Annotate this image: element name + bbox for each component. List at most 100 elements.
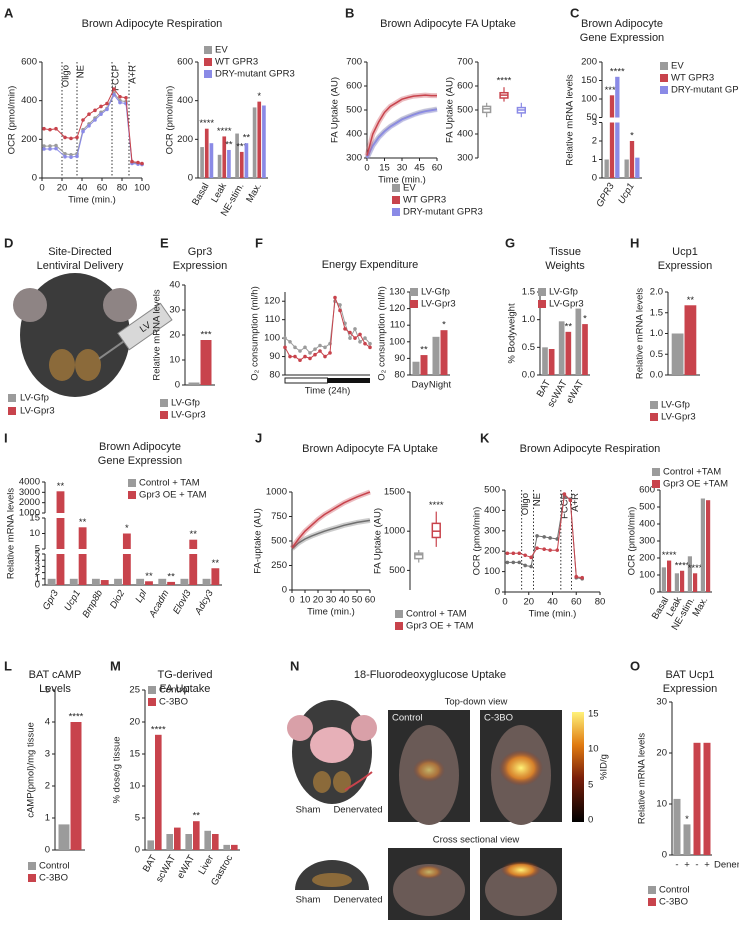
significance: * <box>583 314 587 325</box>
bar <box>687 556 692 592</box>
y-tick-label: 300 <box>346 153 362 164</box>
legend-label: DRY-mutant GPR3 <box>215 69 295 80</box>
legend-swatch <box>395 610 403 618</box>
hotspot <box>501 861 541 879</box>
y-tick-label: 0.0 <box>522 370 535 381</box>
y-tick-label: 200 <box>21 134 37 145</box>
legend-swatch <box>392 184 400 192</box>
bar <box>252 107 257 178</box>
point <box>511 560 516 565</box>
x-tick-label: Max. <box>244 181 264 204</box>
point <box>358 332 362 337</box>
line <box>366 94 437 156</box>
bar <box>548 348 555 375</box>
point <box>283 345 287 350</box>
point <box>548 536 552 540</box>
event-label: FCCP <box>111 65 122 91</box>
significance: ** <box>167 571 175 582</box>
bar <box>222 136 227 178</box>
point <box>348 336 352 340</box>
y-tick-label: 700 <box>457 57 473 68</box>
chart-title: BAT cAMP <box>29 669 82 681</box>
bar <box>239 151 244 178</box>
point <box>363 341 367 346</box>
legend-swatch <box>650 413 658 421</box>
significance: **** <box>662 550 677 561</box>
point <box>353 327 357 331</box>
legend-swatch <box>128 479 136 487</box>
y-tick-label: 2 <box>35 567 40 578</box>
y-tick-label: 700 <box>346 57 362 68</box>
panel-letter: I <box>4 430 8 445</box>
view-label: Cross sectional view <box>433 835 520 846</box>
y-tick-label: 500 <box>457 105 473 116</box>
bar <box>100 580 109 585</box>
x-tick-label: 60 <box>432 163 443 174</box>
y-tick-label: 100 <box>389 336 405 347</box>
bar <box>122 533 131 585</box>
legend-label: LV-Gpr3 <box>549 299 584 310</box>
y-tick-label: 500 <box>639 502 655 513</box>
x-tick-label: + <box>704 860 710 871</box>
point <box>298 358 302 363</box>
chart-title: Brown Adipocyte Respiration <box>82 18 223 30</box>
bar <box>432 336 440 375</box>
y-axis-label: Relative mRNA levels <box>565 74 576 166</box>
legend-swatch <box>204 46 212 54</box>
line <box>284 300 371 354</box>
y-tick-label: 25 <box>129 685 140 696</box>
legend-label: DRY-mutant GPR3 <box>403 207 483 218</box>
chart-title: Gene Expression <box>580 32 664 44</box>
significance: * <box>630 131 634 142</box>
legend-swatch <box>648 886 656 894</box>
point <box>75 154 79 159</box>
bar <box>211 568 220 585</box>
bar <box>575 308 582 375</box>
bar <box>158 578 167 585</box>
y-tick-label: 600 <box>177 57 193 68</box>
point <box>105 101 109 106</box>
bar <box>167 581 176 585</box>
body <box>485 864 557 916</box>
significance: **** <box>151 724 166 735</box>
point <box>511 551 516 556</box>
legend-swatch <box>28 874 36 882</box>
bar <box>166 834 173 850</box>
colorbar-tick: 10 <box>588 744 599 755</box>
y-tick-label: 250 <box>271 560 287 571</box>
bar <box>136 578 145 585</box>
y-tick-label: 3 <box>35 561 40 572</box>
significance: *** <box>200 330 211 341</box>
y-tick-label: 2.0 <box>650 287 663 298</box>
diagram-title: 18-Fluorodeoxyglucose Uptake <box>354 669 506 681</box>
y-tick-label: 400 <box>639 519 655 530</box>
legend-label: WT GPR3 <box>215 57 258 68</box>
point <box>140 161 144 166</box>
point <box>338 308 342 313</box>
y-tick-label: 2000 <box>19 497 40 508</box>
colorbar <box>572 712 584 822</box>
bar <box>693 742 701 855</box>
y-tick-label: 20 <box>169 330 180 341</box>
x-tick-label: 0 <box>289 595 294 606</box>
legend-swatch <box>392 208 400 216</box>
x-tick-label: + <box>684 860 690 871</box>
legend-swatch <box>660 86 668 94</box>
x-tick-label: eWAT <box>175 853 197 881</box>
point <box>318 343 322 348</box>
chart-title: Energy Expenditure <box>322 259 419 271</box>
legend-swatch <box>660 74 668 82</box>
point <box>542 535 546 539</box>
mouse-label: Sham <box>296 805 321 816</box>
point <box>535 534 539 538</box>
y-tick-label: 90 <box>269 351 280 362</box>
diagram-title: Site-Directed <box>48 246 112 258</box>
legend-swatch <box>148 698 156 706</box>
bar <box>145 581 153 585</box>
y-tick-label: 5 <box>45 685 50 696</box>
bar <box>69 578 78 585</box>
panel-letter: A <box>4 5 14 20</box>
legend-label: C-3BO <box>159 697 188 708</box>
x-tick-label: 80 <box>595 597 606 608</box>
line <box>44 93 143 165</box>
